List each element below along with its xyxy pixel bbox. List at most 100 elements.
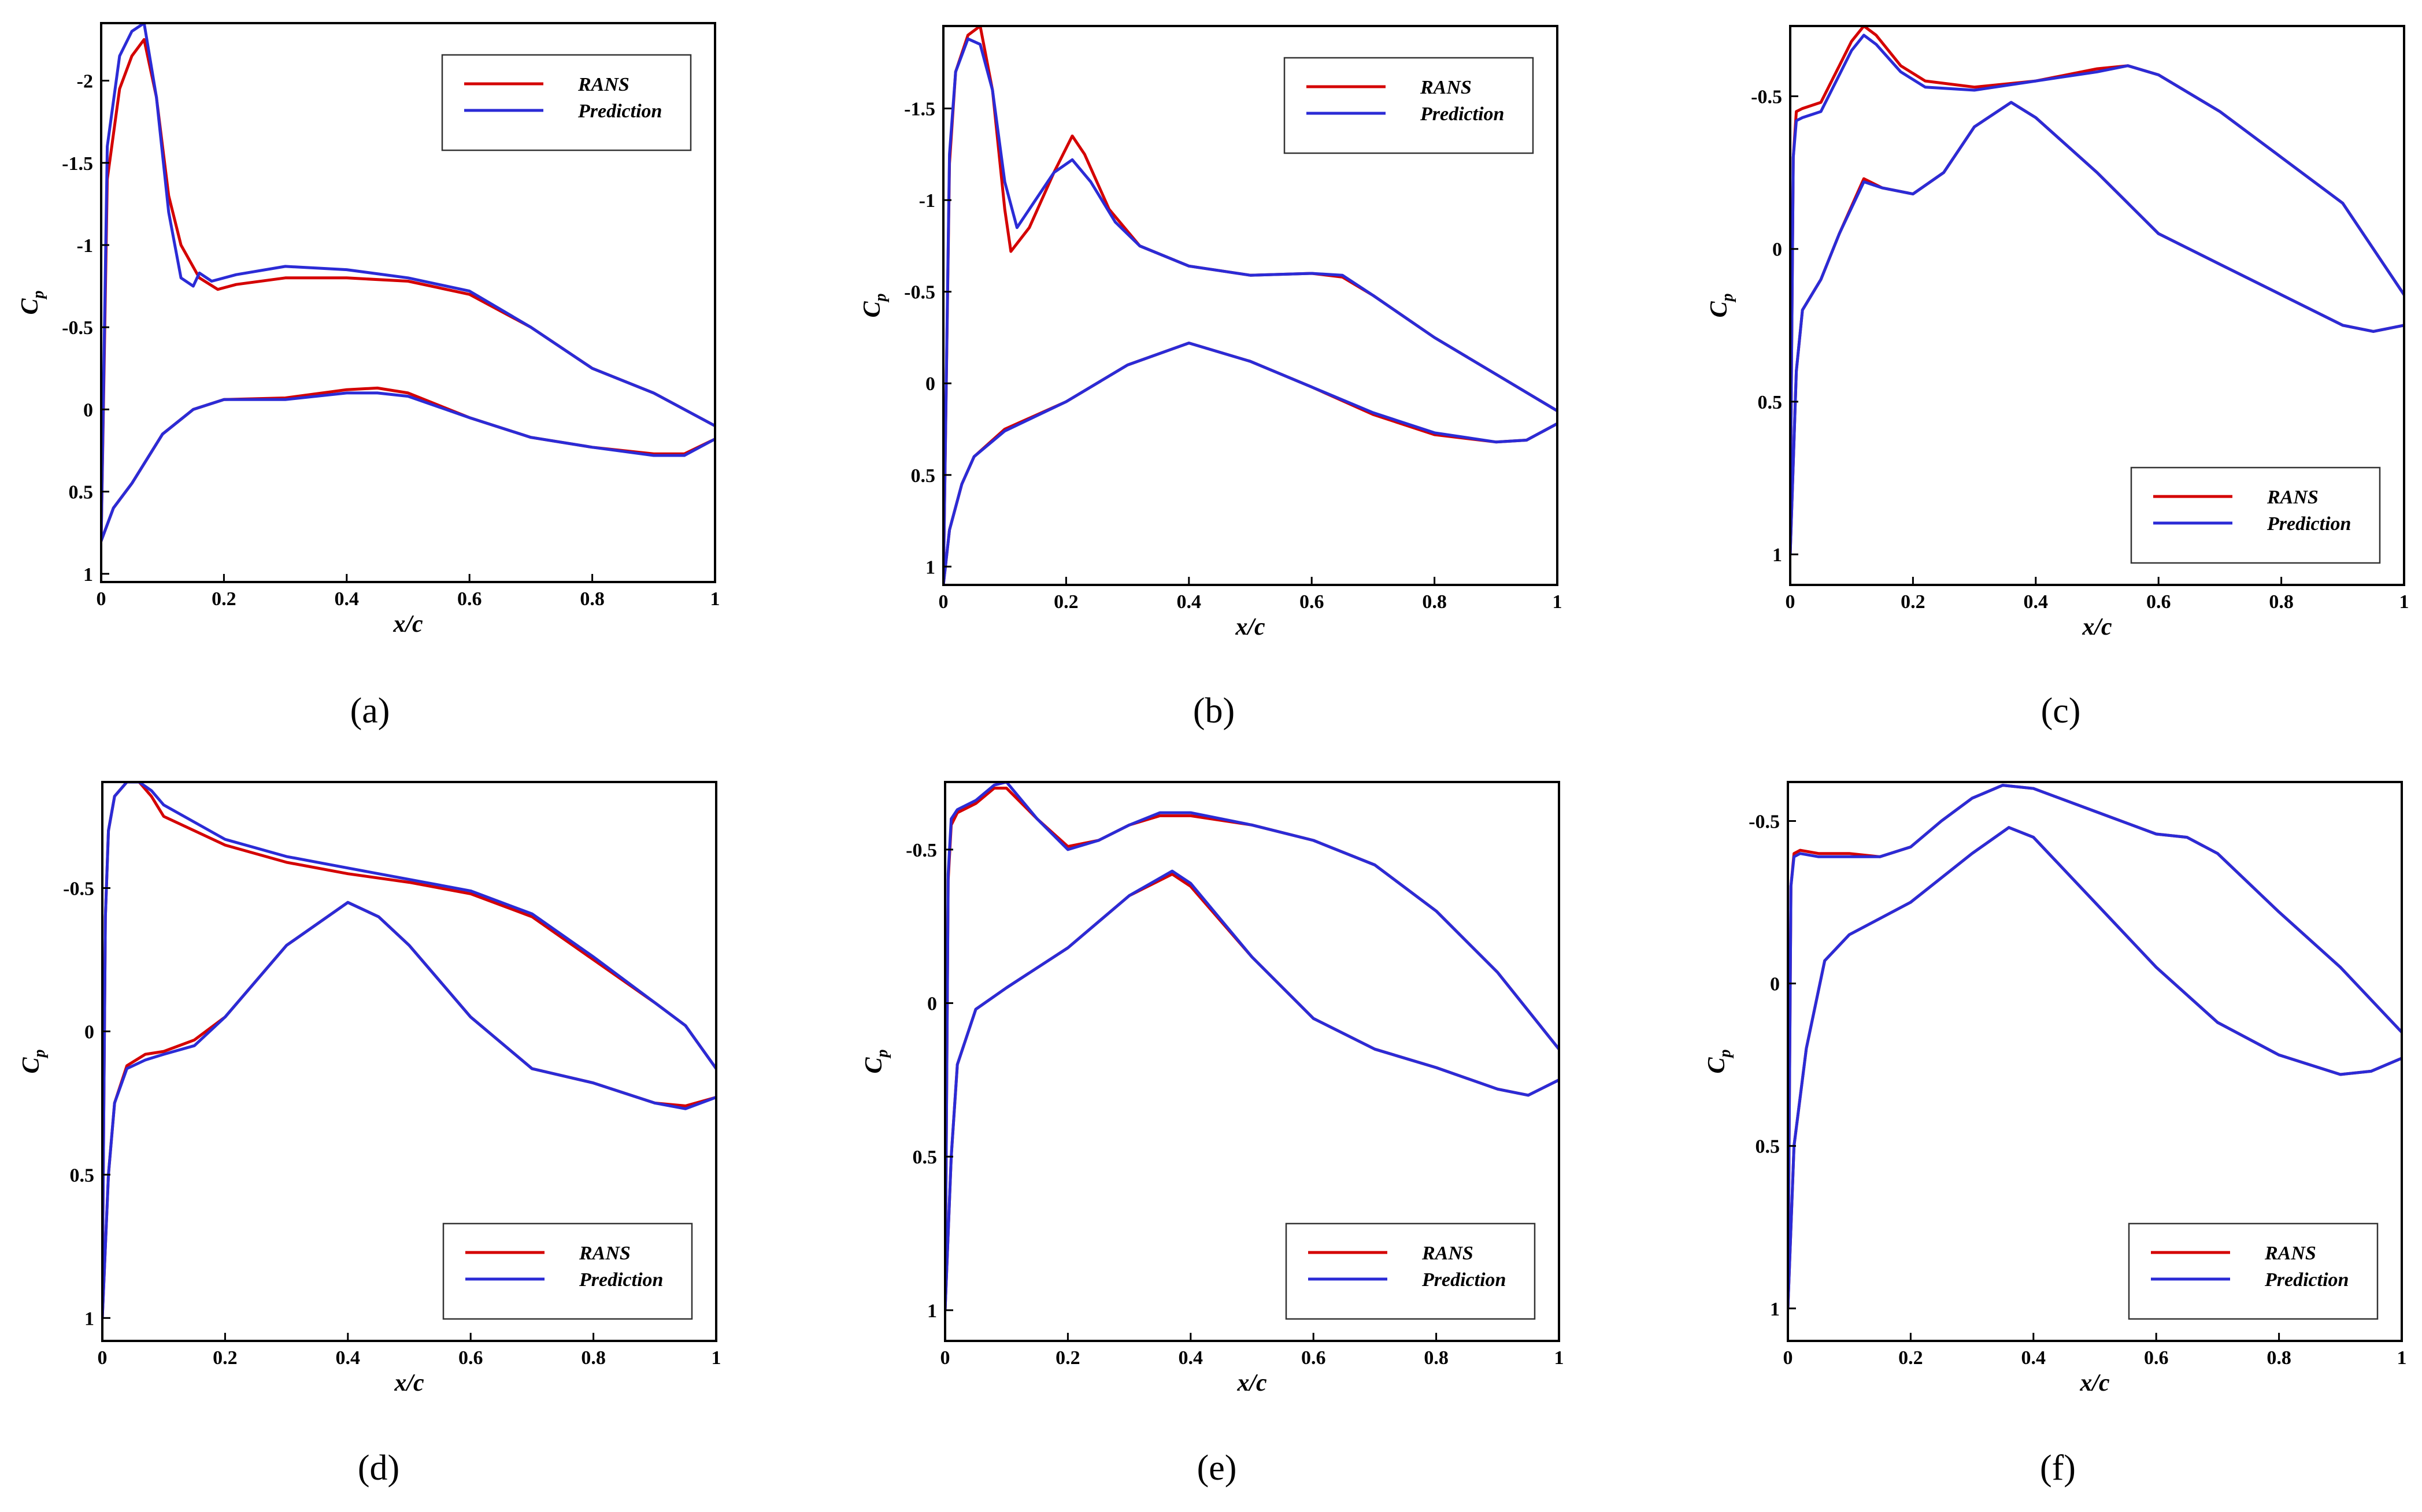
plot-frame-c: [1789, 25, 2405, 586]
series-prediction-upper-f: [1788, 784, 2402, 1310]
plot-frame-d: [101, 781, 717, 1342]
y-axis-title: Cp: [859, 293, 890, 317]
chart-panel-d: 0 0.2 0.4 0.6 0.8 1 -0.5 0 0.5 1 x/c Cp RANS Predicti…: [18, 781, 721, 1488]
x-tick-label: 0.2: [1901, 591, 1925, 613]
chart-panel-f: 0 0.2 0.4 0.6 0.8 1 -0.5 0 0.5 1 x/c Cp RANS Predicti…: [1703, 781, 2407, 1488]
y-tick-label: 1: [84, 1308, 94, 1329]
panel-caption-d: (d): [358, 1448, 399, 1488]
series-prediction-lower-a: [101, 391, 715, 543]
x-tick-label: 0.8: [2267, 1347, 2291, 1369]
legend-box: [1285, 1222, 1536, 1320]
y-tick-label: 0.5: [1756, 1136, 1780, 1158]
series-prediction-upper-b: [943, 37, 1557, 585]
plot-frame-f: [1787, 781, 2403, 1342]
series-prediction-lower-e: [945, 869, 1559, 1312]
legend-label-rans: RANS: [1421, 1243, 1473, 1264]
x-tick-label: 0.8: [581, 1347, 606, 1369]
x-tick-label: 0.4: [2021, 1347, 2046, 1369]
x-tick-label: 0.6: [458, 1347, 483, 1369]
y-tick-label: 1: [83, 564, 93, 585]
chart-panel-b: 0 0.2 0.4 0.6 0.8 1 -1.5 -1 -0.5 0 0.5 1 x/c Cp RANS Pr…: [859, 25, 1562, 731]
x-tick-label: 1: [1554, 1347, 1564, 1369]
series-prediction-upper-c: [1790, 34, 2404, 525]
y-axis-title-subscript: p: [29, 290, 47, 299]
legend-label-rans: RANS: [2267, 487, 2319, 508]
x-tick-label: 0: [1783, 1347, 1793, 1369]
x-tick-label: 0.2: [1054, 591, 1079, 613]
y-tick-label: 0.5: [69, 482, 94, 503]
y-tick-label: 1: [927, 1300, 937, 1322]
x-tick-label: 0.4: [1179, 1347, 1203, 1369]
x-tick-label: 0: [97, 588, 106, 610]
x-tick-label: 0.6: [1299, 591, 1324, 613]
y-axis-title: Cp: [17, 290, 47, 314]
y-axis-title-subscript: p: [873, 1049, 891, 1058]
legend-label-rans: RANS: [577, 74, 629, 95]
x-tick-label: 0.8: [580, 588, 605, 610]
y-tick-label: 0: [83, 399, 93, 421]
x-tick-label: 0.6: [2144, 1347, 2169, 1369]
x-tick-label: 0.2: [1056, 1347, 1080, 1369]
y-tick-label: -0.5: [904, 282, 935, 303]
x-tick-label: 1: [710, 588, 720, 610]
series-prediction-upper-d: [102, 782, 716, 1291]
legend-label-prediction: Prediction: [577, 101, 662, 122]
panel-caption-c: (c): [2041, 691, 2081, 731]
legend-label-prediction: Prediction: [579, 1269, 663, 1291]
panel-caption-f: (f): [2040, 1448, 2076, 1488]
x-tick-label: 1: [2399, 591, 2409, 613]
y-tick-label: 0: [1770, 974, 1780, 995]
x-tick-label: 1: [712, 1347, 721, 1369]
y-tick-label: 0.5: [911, 465, 936, 487]
x-tick-label: 0: [98, 1347, 108, 1369]
x-axis-title: x/c: [1236, 1370, 1267, 1396]
x-tick-label: 0.2: [212, 588, 236, 610]
plot-frame-e: [944, 781, 1560, 1342]
y-tick-label: -2: [77, 71, 93, 92]
x-tick-label: 1: [2397, 1347, 2407, 1369]
series-prediction-upper-a: [101, 23, 715, 543]
x-axis-title: x/c: [394, 1370, 424, 1396]
x-tick-label: 0.4: [336, 1347, 361, 1369]
legend-c: RANS Prediction: [2130, 466, 2381, 564]
legend-label-prediction: Prediction: [1420, 103, 1504, 125]
x-tick-label: 0: [939, 591, 949, 613]
legend-box: [1283, 57, 1534, 154]
legend-label-rans: RANS: [1420, 77, 1472, 98]
y-axis-title: Cp: [1703, 1049, 1734, 1073]
x-tick-label: 0.8: [1424, 1347, 1449, 1369]
x-tick-label: 1: [1553, 591, 1562, 613]
panel-caption-e: (e): [1197, 1448, 1237, 1488]
y-tick-label: -1.5: [904, 99, 935, 120]
y-tick-label: -0.5: [906, 840, 937, 861]
x-axis-title: x/c: [2082, 614, 2112, 640]
plot-frame-b: [942, 25, 1558, 586]
y-axis-title-subscript: p: [31, 1049, 49, 1058]
chart-panel-c: 0 0.2 0.4 0.6 0.8 1 -0.5 0 0.5 1 x/c Cp RANS Predicti…: [1706, 25, 2409, 731]
y-tick-label: -1.5: [62, 153, 93, 175]
x-tick-label: 0.2: [213, 1347, 238, 1369]
series-prediction-upper-e: [945, 782, 1559, 1312]
y-axis-title: Cp: [861, 1049, 891, 1073]
y-axis-title: Cp: [1706, 293, 1736, 317]
x-tick-label: 0.4: [1177, 591, 1202, 613]
series-rans-upper-d: [102, 782, 716, 1291]
legend-box: [2128, 1222, 2379, 1320]
y-tick-label: -1: [77, 235, 93, 257]
y-tick-label: 0.5: [70, 1165, 95, 1186]
y-axis-title: Cp: [18, 1049, 49, 1073]
series-prediction-lower-b: [943, 342, 1557, 585]
y-tick-label: 1: [925, 557, 935, 578]
legend-box: [442, 1222, 693, 1320]
x-tick-label: 0.6: [457, 588, 482, 610]
legend-b: RANS Prediction: [1283, 57, 1534, 154]
y-tick-label: 0: [925, 373, 935, 395]
panel-caption-b: (b): [1193, 691, 1235, 731]
legend-a: RANS Prediction: [441, 54, 692, 151]
legend-label-prediction: Prediction: [2267, 513, 2351, 535]
y-tick-label: 0.5: [913, 1147, 938, 1168]
y-tick-label: 0: [1772, 239, 1782, 261]
legend-d: RANS Prediction: [442, 1222, 693, 1320]
x-tick-label: 0.4: [2024, 591, 2049, 613]
